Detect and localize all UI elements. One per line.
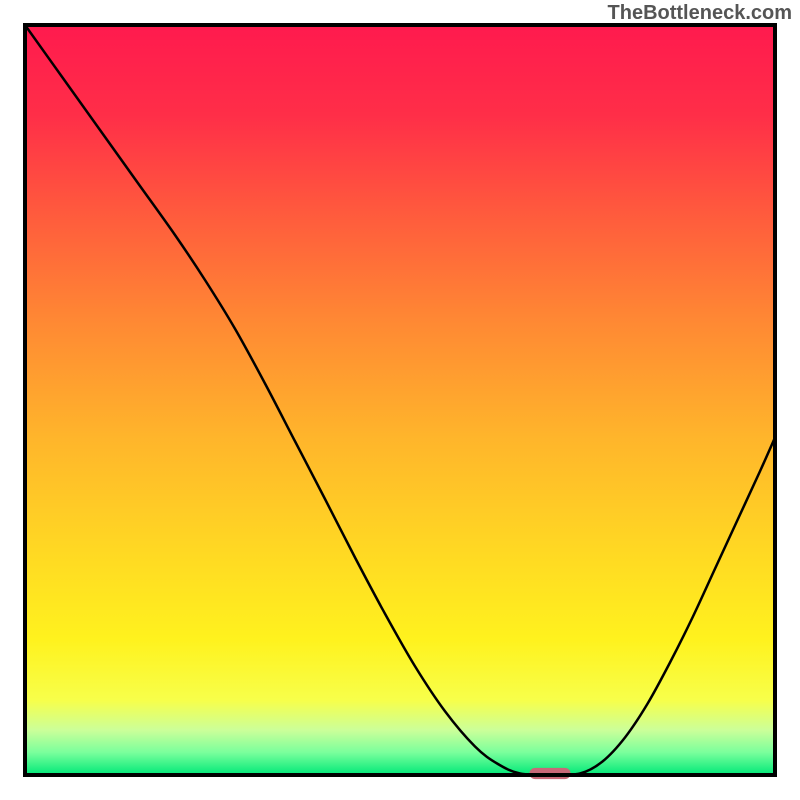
watermark-text: TheBottleneck.com xyxy=(608,2,792,25)
bottleneck-chart: TheBottleneck.com xyxy=(0,0,800,800)
plot-background xyxy=(25,25,775,775)
chart-svg xyxy=(0,0,800,800)
